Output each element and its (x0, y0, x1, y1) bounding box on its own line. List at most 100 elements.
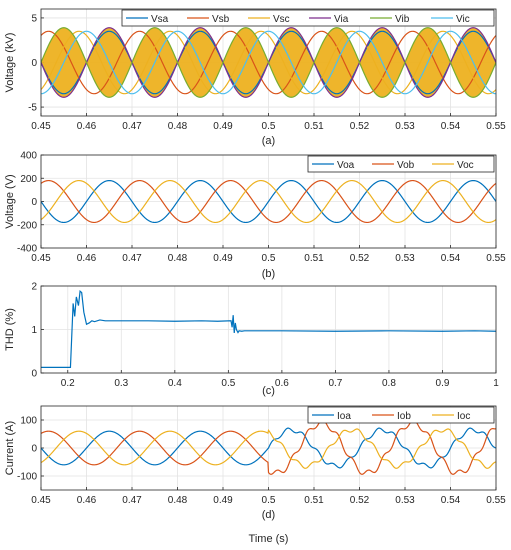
legend-label-voc: Voc (457, 160, 474, 171)
y-tick-label: 0 (31, 58, 37, 69)
x-tick-label: 0.48 (168, 495, 188, 506)
series-line-ioa (41, 427, 496, 469)
y-tick-label: 5 (31, 13, 37, 24)
axes-frame (40, 8, 497, 117)
x-tick-label: 0.54 (441, 253, 461, 264)
x-tick-label: 0.5 (262, 495, 276, 506)
x-tick-label: 0.52 (350, 253, 370, 264)
y-tick-label: -5 (28, 103, 37, 114)
x-axis-label: Time (s) (249, 533, 289, 545)
x-tick-label: 0.53 (395, 495, 415, 506)
legend-label-vsc: Vsc (273, 14, 290, 25)
x-tick-label: 0.47 (122, 495, 142, 506)
y-tick-label: 200 (20, 174, 37, 185)
y-tick-label: 0 (31, 369, 37, 380)
plot-area (41, 419, 496, 475)
x-tick-label: 0.46 (77, 121, 97, 132)
x-tick-label: 0.45 (31, 121, 51, 132)
x-tick-label: 0.51 (304, 121, 324, 132)
legend-label-vsb: Vsb (212, 14, 230, 25)
series-line-vic (41, 30, 496, 95)
x-tick-label: 0.52 (350, 121, 370, 132)
x-tick-label: 0.49 (213, 121, 233, 132)
chart-panel-2: 0.45 0.46 0.47 0.48 0.49 0.5 0.51 0.52 0.53 0.54 0… (4, 151, 506, 281)
x-tick-label: 1 (493, 378, 499, 389)
x-tick-label: 0.45 (31, 253, 51, 264)
y-tick-label: 2 (31, 282, 37, 293)
x-tick-label: 0.5 (262, 121, 276, 132)
x-tick-label: 0.46 (77, 253, 97, 264)
series-line-vsb (41, 30, 496, 95)
legend-box (307, 155, 495, 173)
legend: Ioa Iob Ioc (307, 406, 495, 424)
series-line-ioc (41, 428, 496, 469)
legend-label-vsa: Vsa (151, 14, 169, 25)
y-axis-label: THD (%) (4, 308, 16, 351)
chart-panel-3: 0.2 0.3 0.4 0.5 0.6 0.7 0.8 0.9 1 0 1 2 THD (%) (c) (4, 282, 499, 398)
x-tick-label: 0.5 (262, 253, 276, 264)
x-tick-label: 0.54 (441, 121, 461, 132)
x-tick-label: 0.3 (114, 378, 128, 389)
y-axis-label: Current (A) (4, 421, 16, 475)
series-line-vob (41, 179, 496, 224)
legend: Voa Vob Voc (307, 155, 495, 173)
series-line-iob (41, 419, 496, 475)
plot-area (41, 179, 496, 224)
x-tick-label: 0.8 (382, 378, 396, 389)
y-tick-label: -400 (17, 244, 37, 255)
x-tick-label: 0.7 (328, 378, 342, 389)
y-axis-label: Voltage (kV) (4, 33, 16, 93)
x-tick-label: 0.47 (122, 253, 142, 264)
panel-caption: (a) (262, 135, 275, 147)
x-tick-label: 0.9 (436, 378, 450, 389)
x-tick-label: 0.46 (77, 495, 97, 506)
y-tick-label: 100 (20, 416, 37, 427)
x-tick-label: 0.4 (168, 378, 182, 389)
legend-label-ioc: Ioc (457, 411, 470, 422)
x-tick-label: 0.49 (213, 253, 233, 264)
x-tick-label: 0.55 (486, 495, 506, 506)
legend-label-voa: Voa (337, 160, 355, 171)
x-tick-label: 0.49 (213, 495, 233, 506)
panel-caption: (c) (262, 385, 275, 397)
axes-frame (40, 154, 497, 249)
legend-label-vib: Vib (395, 14, 410, 25)
y-tick-label: -100 (17, 472, 37, 483)
legend-box (121, 9, 495, 27)
chart-panel-1: 0.45 0.46 0.47 0.48 0.49 0.5 0.51 0.52 0.53 0.54 0… (4, 8, 506, 147)
plot-area (41, 290, 496, 368)
series-line-vsc (41, 30, 496, 95)
series-line-voa (41, 179, 496, 224)
legend: Vsa Vsb Vsc Via Vib Vic (121, 9, 495, 27)
legend-label-via: Via (334, 14, 349, 25)
y-tick-label: -200 (17, 220, 37, 231)
x-tick-label: 0.48 (168, 121, 188, 132)
legend-label-iob: Iob (397, 411, 411, 422)
axes-frame (40, 405, 497, 491)
y-tick-label: 400 (20, 151, 37, 162)
x-tick-label: 0.54 (441, 495, 461, 506)
y-tick-label: 1 (31, 325, 37, 336)
legend-box (307, 406, 495, 424)
chart-panel-4: 0.45 0.46 0.47 0.48 0.49 0.5 0.51 0.52 0.53 0.54 0… (4, 405, 506, 545)
x-tick-label: 0.5 (221, 378, 235, 389)
legend-label-ioa: Ioa (337, 411, 351, 422)
x-tick-label: 0.52 (350, 495, 370, 506)
x-tick-label: 0.51 (304, 495, 324, 506)
plot-area (41, 27, 496, 98)
x-tick-label: 0.53 (395, 253, 415, 264)
series-line-vib (41, 27, 496, 98)
x-tick-label: 0.48 (168, 253, 188, 264)
x-tick-label: 0.51 (304, 253, 324, 264)
x-tick-label: 0.47 (122, 121, 142, 132)
panel-caption: (d) (262, 509, 275, 521)
series-line-thd (41, 290, 496, 368)
panel-caption: (b) (262, 268, 275, 280)
x-tick-label: 0.53 (395, 121, 415, 132)
x-tick-label: 0.2 (61, 378, 75, 389)
y-axis-label: Voltage (V) (4, 174, 16, 228)
x-tick-label: 0.55 (486, 121, 506, 132)
axes-frame (40, 285, 497, 374)
x-tick-label: 0.55 (486, 253, 506, 264)
